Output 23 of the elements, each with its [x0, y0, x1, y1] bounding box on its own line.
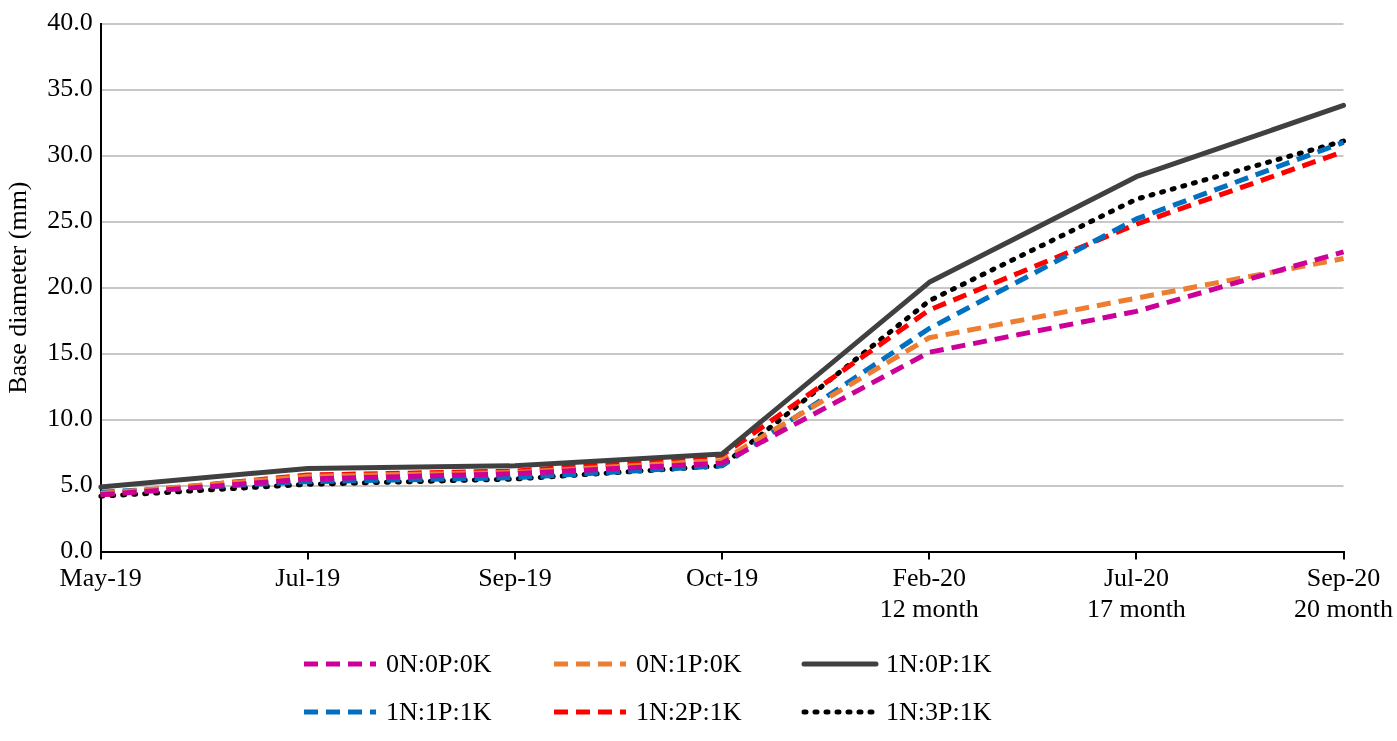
x-tick-label: Feb-20 12 month — [879, 563, 979, 624]
x-tick-label: Sep-20 20 month — [1294, 563, 1393, 624]
x-tick-label: May-19 — [59, 563, 142, 593]
y-tick-label: 25.0 — [47, 205, 93, 235]
y-tick-label: 5.0 — [60, 469, 93, 499]
legend-label: 0N:0P:0K — [386, 649, 492, 679]
y-tick-label: 30.0 — [47, 139, 93, 169]
x-tick-label: Oct-19 — [686, 563, 759, 593]
y-tick-label: 10.0 — [47, 403, 93, 433]
legend-label: 1N:0P:1K — [886, 649, 992, 679]
x-tick-label: Jul-19 — [275, 563, 341, 593]
legend-label: 1N:3P:1K — [886, 697, 992, 727]
y-tick-label: 40.0 — [47, 7, 93, 37]
x-tick-label: Jul-20 17 month — [1086, 563, 1186, 624]
legend-label: 1N:2P:1K — [636, 697, 742, 727]
y-tick-label: 15.0 — [47, 337, 93, 367]
y-tick-label: 0.0 — [60, 535, 93, 565]
y-tick-label: 20.0 — [47, 271, 93, 301]
y-axis-title: Base diameter (mm) — [3, 181, 33, 394]
legend-label: 1N:1P:1K — [386, 697, 492, 727]
y-tick-label: 35.0 — [47, 73, 93, 103]
legend-label: 0N:1P:0K — [636, 649, 742, 679]
x-tick-label: Sep-19 — [478, 563, 552, 593]
